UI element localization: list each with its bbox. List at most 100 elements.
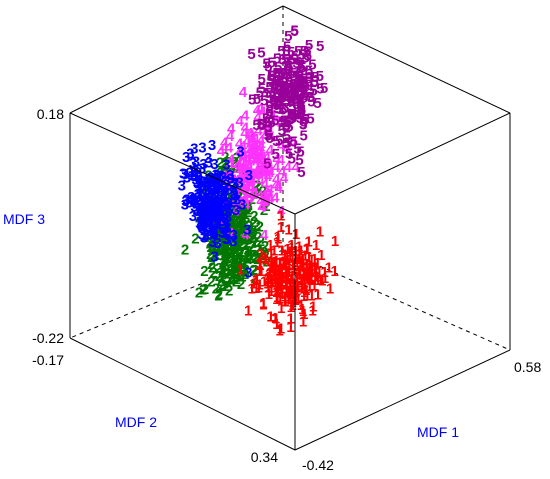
data-point-group-2: 2 [226, 215, 234, 232]
data-point-group-2: 2 [220, 217, 228, 234]
data-point-group-2: 2 [204, 222, 212, 239]
data-point-group-1: 1 [283, 269, 291, 286]
data-point-group-1: 1 [268, 259, 276, 276]
data-point-group-5: 5 [277, 65, 285, 82]
data-point-group-3: 3 [205, 172, 213, 189]
data-point-group-5: 5 [297, 73, 305, 90]
data-point-group-2: 2 [231, 244, 239, 261]
data-point-group-2: 2 [238, 211, 246, 228]
data-point-group-1: 1 [305, 269, 313, 286]
data-point-group-5: 5 [273, 73, 281, 90]
data-point-group-5: 5 [316, 68, 324, 85]
data-point-group-4: 4 [235, 136, 244, 153]
data-point-group-2: 2 [218, 227, 226, 244]
data-point-group-2: 2 [223, 216, 231, 233]
data-point-group-1: 1 [283, 263, 291, 280]
data-point-group-1: 1 [267, 254, 275, 271]
data-point-group-5: 5 [285, 74, 293, 91]
data-point-group-2: 2 [253, 217, 261, 234]
data-point-group-2: 2 [223, 209, 231, 226]
data-point-group-5: 5 [300, 43, 308, 60]
data-point-group-2: 2 [231, 229, 239, 246]
data-point-group-4: 4 [241, 227, 250, 244]
data-point-group-3: 3 [202, 196, 210, 213]
data-point-group-3: 3 [197, 204, 205, 221]
data-point-group-2: 2 [254, 177, 262, 194]
data-point-group-4: 4 [250, 143, 259, 160]
data-point-group-4: 4 [248, 173, 257, 190]
data-point-group-4: 4 [246, 137, 255, 154]
data-point-group-5: 5 [313, 95, 321, 112]
data-point-group-1: 1 [281, 275, 289, 292]
data-point-group-1: 1 [271, 254, 279, 271]
data-point-group-1: 1 [301, 266, 309, 283]
data-point-group-5: 5 [267, 55, 275, 72]
data-point-group-1: 1 [307, 270, 315, 287]
data-point-group-2: 2 [256, 219, 264, 236]
data-point-group-4: 4 [250, 148, 259, 165]
data-point-group-2: 2 [221, 166, 229, 183]
data-point-group-3: 3 [220, 183, 228, 200]
data-point-group-4: 4 [256, 165, 265, 182]
data-point-group-3: 3 [179, 165, 187, 182]
data-point-group-4: 4 [226, 225, 235, 242]
data-point-group-4: 4 [223, 179, 232, 196]
data-point-group-4: 4 [247, 142, 256, 159]
data-point-group-2: 2 [227, 221, 235, 238]
data-point-group-2: 2 [250, 226, 258, 243]
data-point-group-4: 4 [266, 182, 275, 199]
data-point-group-2: 2 [197, 216, 205, 233]
data-point-group-2: 2 [232, 235, 240, 252]
data-point-group-1: 1 [266, 309, 274, 326]
data-point-group-2: 2 [232, 220, 240, 237]
data-point-group-3: 3 [192, 195, 200, 212]
data-point-group-1: 1 [275, 265, 283, 282]
data-point-group-3: 3 [197, 207, 205, 224]
data-point-group-5: 5 [264, 115, 272, 132]
data-point-group-5: 5 [278, 123, 286, 140]
data-point-group-5: 5 [300, 90, 308, 107]
data-point-group-2: 2 [208, 259, 216, 276]
data-point-group-5: 5 [296, 107, 304, 124]
data-point-group-4: 4 [258, 103, 267, 120]
data-point-group-2: 2 [235, 160, 243, 177]
data-point-group-3: 3 [223, 173, 231, 190]
data-point-group-3: 3 [215, 192, 223, 209]
data-point-group-2: 2 [233, 271, 241, 288]
data-point-group-4: 4 [277, 137, 286, 154]
data-point-group-2: 2 [227, 165, 235, 182]
data-point-group-5: 5 [278, 89, 286, 106]
data-point-group-3: 3 [221, 180, 229, 197]
data-point-group-3: 3 [193, 203, 201, 220]
data-point-group-5: 5 [289, 85, 297, 102]
data-point-group-1: 1 [292, 250, 300, 267]
data-point-group-5: 5 [290, 107, 298, 124]
data-point-group-2: 2 [251, 234, 259, 251]
data-point-group-1: 1 [277, 300, 285, 317]
data-point-group-1: 1 [277, 266, 285, 283]
data-point-group-2: 2 [245, 247, 253, 264]
data-point-group-1: 1 [299, 303, 307, 320]
data-point-group-5: 5 [299, 79, 307, 96]
data-point-group-1: 1 [293, 282, 301, 299]
data-point-group-2: 2 [248, 191, 256, 208]
data-point-group-2: 2 [216, 189, 224, 206]
data-point-group-2: 2 [261, 248, 269, 265]
data-point-group-4: 4 [220, 188, 229, 205]
data-point-group-1: 1 [267, 258, 275, 275]
data-point-group-5: 5 [287, 44, 295, 61]
data-point-group-5: 5 [305, 63, 313, 80]
data-point-group-2: 2 [253, 251, 261, 268]
data-point-group-1: 1 [298, 301, 306, 318]
data-point-group-4: 4 [227, 152, 236, 169]
data-point-group-4: 4 [254, 138, 263, 155]
data-point-group-4: 4 [253, 102, 262, 119]
data-point-group-4: 4 [254, 109, 263, 126]
data-point-group-4: 4 [241, 171, 250, 188]
data-point-group-1: 1 [271, 280, 279, 297]
data-point-group-3: 3 [198, 221, 206, 238]
data-point-group-2: 2 [222, 239, 230, 256]
data-point-group-1: 1 [287, 310, 295, 327]
data-point-group-5: 5 [272, 87, 280, 104]
